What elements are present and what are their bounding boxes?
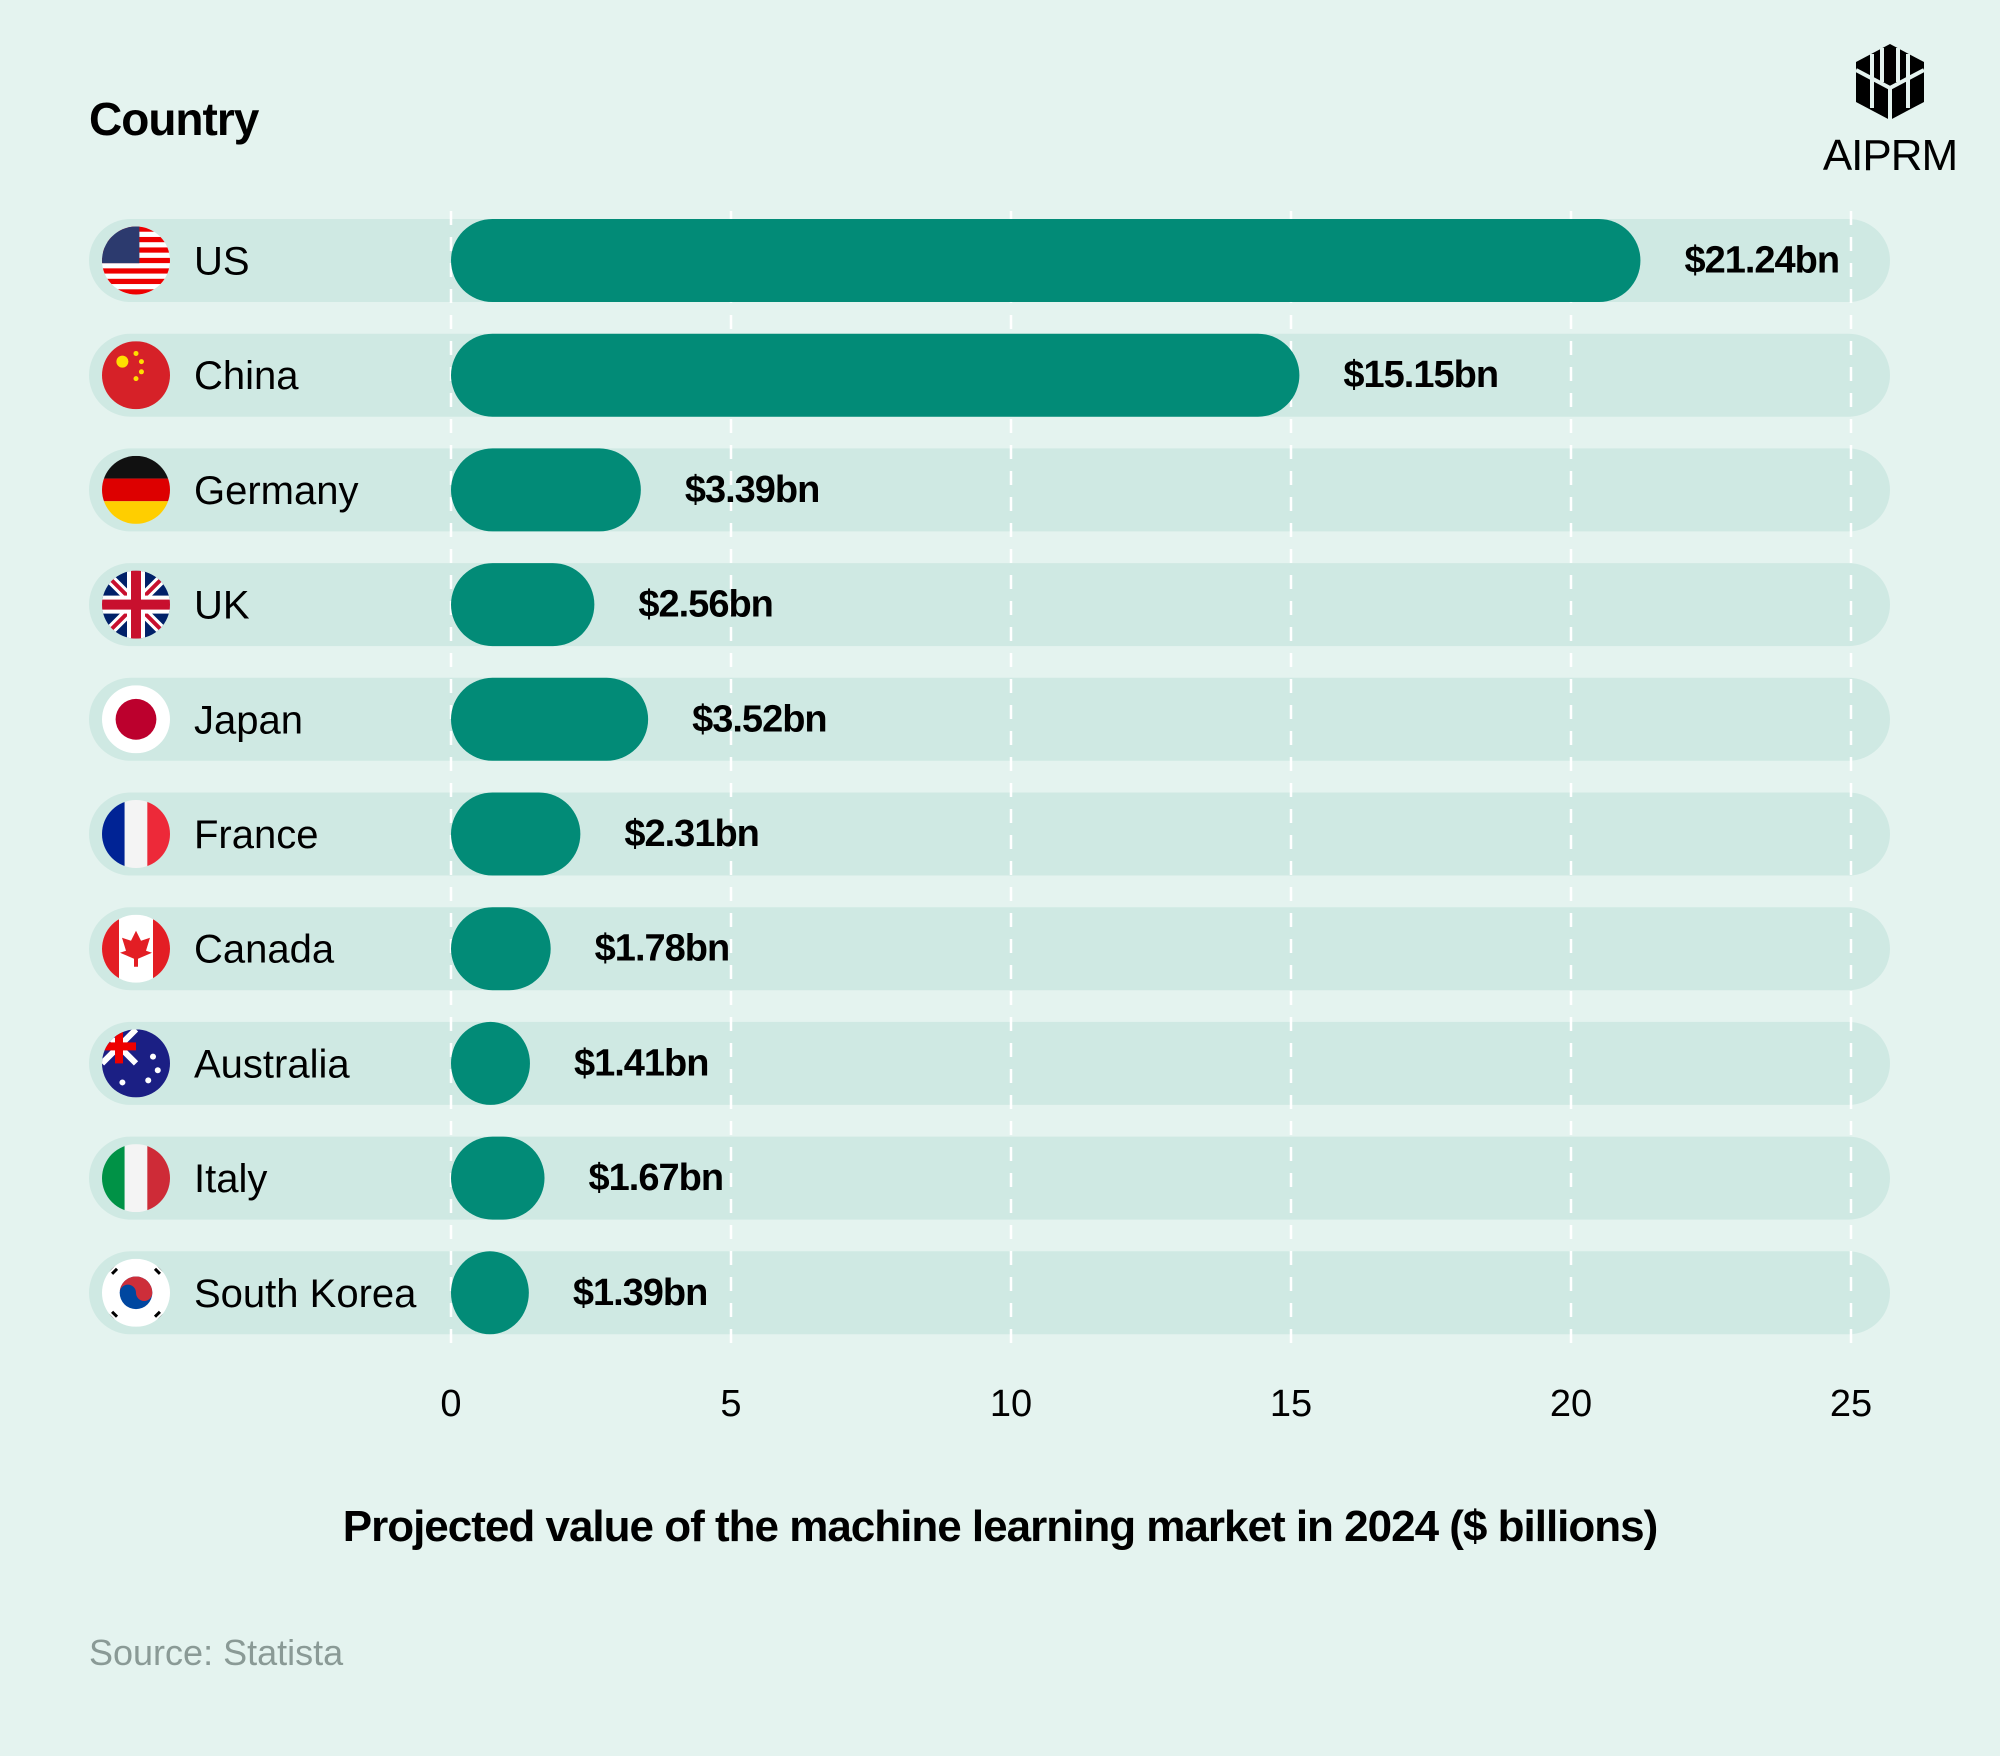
bar-track	[89, 792, 1890, 876]
south-korea-flag-icon	[102, 1258, 170, 1327]
australia-flag-icon	[102, 1029, 170, 1098]
logo-text: AIPRM	[1822, 131, 1958, 180]
x-tick-label: 0	[440, 1383, 461, 1420]
x-tick-label: 20	[1550, 1383, 1592, 1420]
aiprm-logo-icon	[1855, 44, 1925, 120]
data-label: $15.15bn	[1343, 354, 1498, 396]
bar	[451, 907, 551, 991]
bar-row: Germany $3.39bn	[102, 448, 820, 532]
category-label: UK	[194, 584, 250, 628]
bar	[451, 677, 649, 761]
category-label: France	[194, 813, 319, 857]
china-flag-icon	[102, 341, 170, 410]
aiprm-logo: AIPRM	[1820, 42, 1960, 181]
bar-row: US $21.24bn	[102, 219, 1840, 302]
category-label: Italy	[194, 1157, 267, 1201]
bar-track	[89, 1136, 1890, 1220]
category-label: Canada	[194, 928, 335, 972]
us-flag-icon	[102, 226, 170, 295]
bar	[451, 1251, 529, 1335]
france-flag-icon	[102, 800, 170, 868]
bar-row: Australia $1.41bn	[102, 1021, 709, 1105]
x-tick-label: 15	[1270, 1383, 1312, 1420]
data-label: $1.78bn	[595, 928, 730, 970]
category-label: Germany	[194, 469, 359, 513]
x-tick-label: 5	[720, 1383, 741, 1420]
x-tick-label: 10	[990, 1383, 1032, 1420]
data-label: $3.52bn	[692, 698, 827, 740]
data-label: $2.31bn	[624, 813, 759, 855]
data-label: $3.39bn	[685, 469, 820, 511]
category-label: South Korea	[194, 1272, 417, 1316]
bar-row: France $2.31bn	[102, 792, 760, 876]
bar-row: South Korea $1.39bn	[102, 1251, 708, 1335]
legend-title: Country	[89, 93, 259, 145]
bar-track	[89, 563, 1890, 647]
bar-track	[89, 907, 1890, 991]
category-label: US	[194, 240, 250, 284]
germany-flag-icon	[102, 455, 170, 524]
bar-row: Italy $1.67bn	[102, 1136, 724, 1220]
bar-chart: 0 5 10 15 20 25 US $21.24bn China $15.15bn Germany…	[89, 211, 1890, 1420]
uk-flag-icon	[102, 570, 170, 639]
bar-row: UK $2.56bn	[102, 563, 774, 647]
bar	[451, 563, 595, 647]
source-note: Source: Statista	[89, 1632, 344, 1673]
bar-track	[89, 1021, 1890, 1105]
bar	[451, 448, 641, 532]
italy-flag-icon	[102, 1144, 170, 1213]
category-label: Japan	[194, 698, 303, 742]
canada-flag-icon	[102, 914, 170, 983]
data-label: $21.24bn	[1684, 240, 1839, 282]
x-tick-label: 25	[1830, 1383, 1872, 1420]
data-label: $1.67bn	[589, 1157, 724, 1199]
bar-row: China $15.15bn	[102, 333, 1499, 417]
bar	[451, 1021, 530, 1105]
japan-flag-icon	[102, 685, 170, 754]
bar-track	[89, 677, 1890, 761]
bar-row: Japan $3.52bn	[102, 677, 828, 761]
bar	[451, 1136, 545, 1220]
data-label: $1.41bn	[574, 1042, 709, 1084]
data-label: $2.56bn	[638, 584, 773, 626]
bar	[451, 219, 1641, 302]
data-label: $1.39bn	[573, 1272, 708, 1314]
bar	[451, 333, 1300, 417]
bar-row: Canada $1.78bn	[102, 907, 730, 991]
bar	[451, 792, 581, 876]
bar-track	[89, 1251, 1890, 1335]
bar-track	[89, 448, 1890, 532]
category-label: Australia	[194, 1042, 350, 1086]
category-label: China	[194, 354, 299, 398]
x-axis-title: Projected value of the machine learning …	[342, 1502, 1659, 1551]
